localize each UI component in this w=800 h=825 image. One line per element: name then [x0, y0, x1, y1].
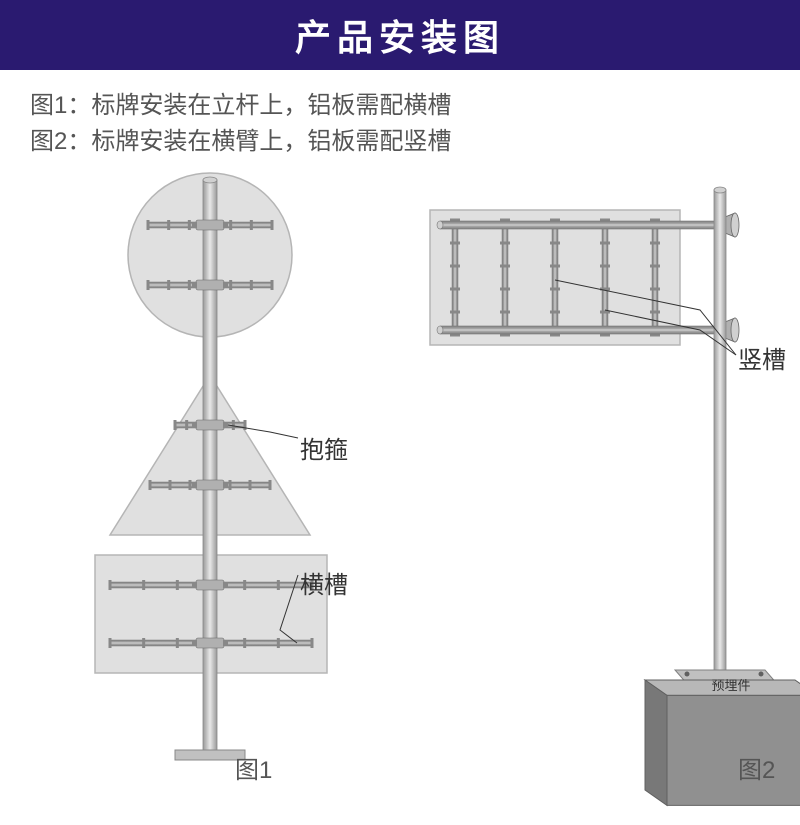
header-title: 产品安装图 — [295, 9, 505, 61]
callout-baogu: 抱箍 — [300, 430, 348, 465]
callout-hengcao: 横槽 — [300, 565, 348, 600]
diagram-svg: 预埋件 — [0, 170, 800, 820]
fig2-label: 图2 — [738, 750, 775, 785]
callout-shucao: 竖槽 — [738, 340, 786, 375]
header-banner: 产品安装图 — [0, 0, 800, 70]
desc-line-2: 图2：标牌安装在横臂上，铝板需配竖槽 — [30, 124, 770, 160]
description-block: 图1：标牌安装在立杆上，铝板需配横槽 图2：标牌安装在横臂上，铝板需配竖槽 — [0, 70, 800, 170]
diagram-area: 预埋件 抱箍 横槽 图1 竖槽 图2 — [0, 170, 800, 820]
fig1-label: 图1 — [235, 750, 272, 785]
svg-text:预埋件: 预埋件 — [711, 678, 750, 693]
desc-line-1: 图1：标牌安装在立杆上，铝板需配横槽 — [30, 88, 770, 124]
